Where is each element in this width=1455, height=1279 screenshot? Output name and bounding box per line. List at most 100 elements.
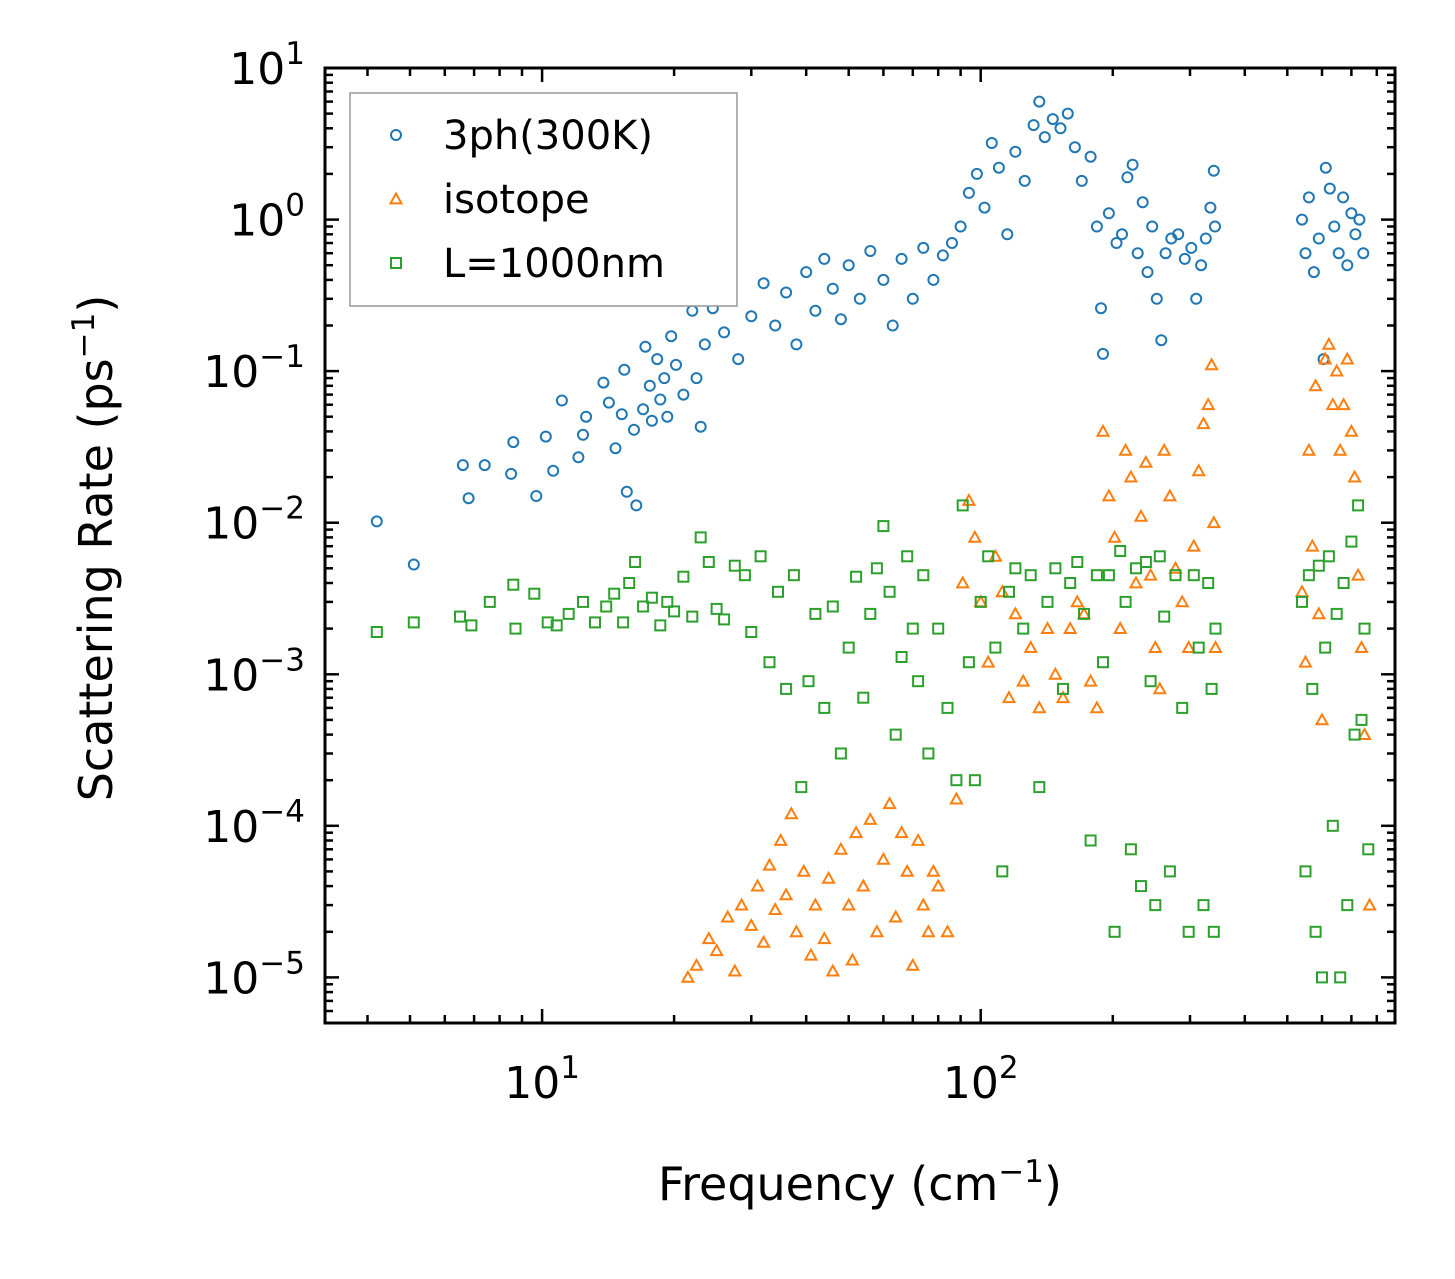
data-point bbox=[817, 931, 832, 945]
legend-marker bbox=[390, 257, 402, 269]
legend-entry: L=1000nm bbox=[390, 241, 665, 287]
y-tick-label: 101 bbox=[229, 36, 305, 95]
data-point bbox=[507, 436, 520, 449]
data-point bbox=[572, 451, 585, 464]
y-tick-label: 10−5 bbox=[203, 945, 305, 1004]
legend-entry: 3ph(300K) bbox=[390, 113, 653, 159]
data-point bbox=[710, 602, 723, 615]
data-point bbox=[1075, 174, 1088, 187]
data-point bbox=[1209, 622, 1222, 635]
data-point bbox=[1055, 690, 1071, 704]
data-point bbox=[950, 774, 963, 787]
data-point bbox=[995, 584, 1010, 598]
data-point bbox=[1347, 469, 1362, 483]
data-point bbox=[1159, 247, 1172, 260]
data-point bbox=[931, 878, 946, 892]
data-point bbox=[834, 747, 847, 760]
y-tick-label: 10−2 bbox=[203, 491, 305, 550]
data-point bbox=[992, 161, 1005, 174]
data-point bbox=[912, 675, 925, 688]
x-axis-title: Frequency (cm−1) bbox=[658, 1154, 1062, 1211]
data-point bbox=[654, 393, 667, 406]
data-point bbox=[1299, 247, 1312, 260]
data-point bbox=[821, 870, 836, 884]
data-point bbox=[600, 600, 613, 613]
data-point bbox=[962, 186, 975, 199]
data-point bbox=[1097, 347, 1109, 360]
data-point bbox=[630, 499, 643, 512]
data-point bbox=[845, 952, 860, 966]
data-point bbox=[1175, 594, 1190, 608]
data-point bbox=[1358, 622, 1371, 635]
data-point bbox=[1337, 577, 1350, 589]
data-point bbox=[1018, 174, 1031, 187]
legend-box bbox=[349, 92, 738, 307]
data-point bbox=[1362, 897, 1377, 911]
data-point bbox=[628, 423, 640, 436]
data-point bbox=[1330, 607, 1343, 620]
data-point bbox=[1057, 682, 1069, 695]
data-point bbox=[981, 654, 996, 668]
data-point bbox=[1348, 728, 1361, 741]
data-point bbox=[732, 353, 745, 366]
data-point bbox=[1197, 899, 1210, 912]
data-point bbox=[1003, 585, 1015, 598]
data-point bbox=[637, 403, 650, 416]
data-point bbox=[784, 806, 799, 820]
data-point bbox=[1312, 232, 1325, 245]
data-point bbox=[882, 796, 897, 810]
data-point bbox=[978, 201, 991, 214]
data-point bbox=[863, 811, 878, 825]
y-tick-label: 100 bbox=[229, 188, 305, 247]
data-point bbox=[1353, 213, 1366, 226]
data-point bbox=[745, 310, 758, 323]
data-point bbox=[864, 245, 877, 257]
data-point bbox=[547, 464, 560, 477]
data-point bbox=[750, 878, 765, 892]
data-point bbox=[1071, 556, 1084, 568]
data-point bbox=[615, 408, 628, 421]
data-point bbox=[853, 292, 866, 305]
data-point bbox=[1202, 577, 1215, 589]
data-point bbox=[1341, 899, 1354, 912]
data-point bbox=[1128, 575, 1144, 589]
data-point bbox=[917, 569, 930, 582]
data-point bbox=[637, 600, 650, 613]
data-point bbox=[1357, 727, 1372, 740]
data-point bbox=[589, 616, 601, 629]
data-point bbox=[955, 575, 970, 589]
data-point bbox=[800, 266, 813, 279]
data-point bbox=[1024, 569, 1037, 582]
data-point bbox=[974, 595, 987, 608]
data-point bbox=[620, 485, 633, 498]
data-point bbox=[1133, 508, 1149, 522]
data-point bbox=[602, 396, 615, 409]
data-point bbox=[778, 887, 794, 901]
data-point bbox=[686, 610, 699, 623]
data-point bbox=[1349, 228, 1362, 241]
data-point bbox=[1152, 681, 1167, 695]
data-point bbox=[370, 626, 383, 638]
data-point bbox=[996, 865, 1009, 878]
data-point bbox=[1207, 925, 1220, 938]
data-point bbox=[550, 619, 563, 632]
data-point bbox=[1185, 241, 1198, 254]
data-point bbox=[728, 559, 741, 572]
y-tick-label: 10−4 bbox=[203, 794, 305, 853]
data-point bbox=[936, 249, 949, 262]
data-point bbox=[1357, 247, 1370, 260]
data-point bbox=[665, 330, 678, 343]
data-point bbox=[1146, 220, 1159, 233]
data-point bbox=[639, 340, 652, 353]
legend-marker bbox=[390, 129, 402, 141]
data-point bbox=[1322, 550, 1335, 563]
data-point bbox=[967, 529, 983, 543]
data-point bbox=[768, 902, 783, 915]
data-point bbox=[701, 931, 716, 945]
data-point bbox=[1311, 606, 1326, 620]
data-point bbox=[857, 691, 870, 704]
data-point bbox=[1009, 145, 1022, 158]
data-point bbox=[848, 825, 864, 839]
data-point bbox=[1116, 228, 1128, 241]
data-point bbox=[1176, 701, 1189, 714]
